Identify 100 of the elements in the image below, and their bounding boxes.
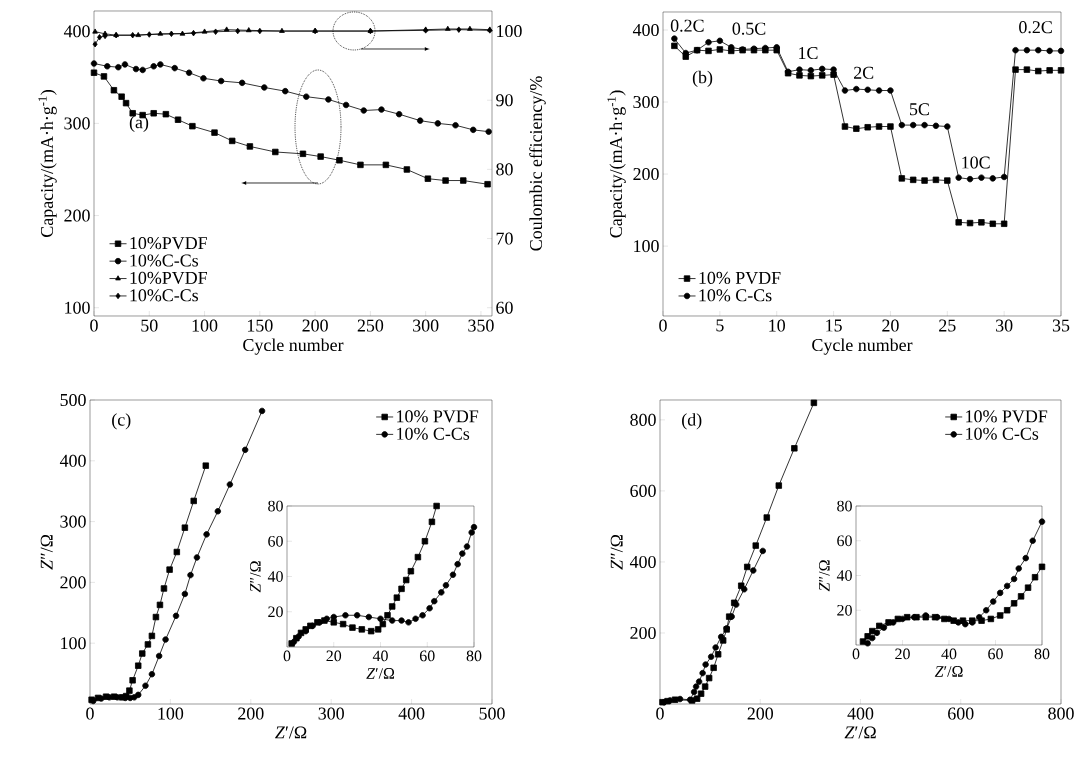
y-tick-label: 200	[64, 209, 90, 222]
y-tick-label: 100	[634, 240, 659, 253]
legend-label: 10% PVDF	[966, 410, 1048, 423]
y-tick-label: 100	[65, 301, 90, 314]
y-tick-label: 300	[60, 515, 86, 528]
legend-label: 10%PVDF	[130, 271, 207, 285]
x-axis-title: Z′/Ω	[366, 668, 395, 679]
x-tick-label: 40	[372, 650, 388, 662]
y2-axis-title: Coulombic efficiency/%	[529, 76, 546, 251]
y-tick-label: 400	[629, 555, 656, 568]
y-tick-label: 20	[268, 606, 283, 618]
x-tick-label: 50	[141, 319, 158, 332]
y-axis-title: Z″/Ω	[610, 534, 623, 570]
x-tick-label: 100	[158, 707, 184, 720]
y-tick-label: 200	[60, 576, 86, 589]
x-tick-label: 5	[716, 319, 724, 332]
x-tick-label: 35	[1052, 319, 1070, 332]
x-tick-label: 400	[398, 707, 425, 720]
x-tick-label: 20	[326, 650, 342, 662]
y-tick-label: 400	[63, 25, 90, 38]
y2-tick-label: 100	[497, 25, 522, 38]
y2-tick-label: 80	[496, 163, 513, 176]
y-tick-label: 200	[630, 626, 656, 640]
x-tick-label: 15	[826, 319, 842, 332]
x-tick-label: 300	[413, 319, 439, 332]
x-tick-label: 150	[247, 319, 273, 332]
annotation: 0.5C	[732, 22, 766, 35]
annotation: 0.2C	[670, 19, 704, 32]
x-tick-label: 200	[747, 707, 774, 720]
y-tick-label: 300	[633, 95, 659, 109]
y-tick-label: 200	[633, 168, 659, 181]
y-tick-label: 20	[837, 604, 852, 616]
y-tick-label: 400	[59, 454, 86, 467]
x-tick-label: 600	[948, 707, 974, 720]
legend-label: 10%C-Cs	[130, 254, 199, 267]
y2-tick-label: 60	[496, 301, 513, 314]
x-tick-label: 60	[988, 648, 1003, 660]
y-tick-label: 80	[268, 500, 283, 512]
x-tick-label: 200	[302, 319, 328, 332]
y-tick-label: 500	[60, 393, 86, 407]
annotation: 5C	[910, 103, 929, 116]
x-tick-label: 500	[479, 707, 505, 720]
y-tick-label: 60	[268, 535, 283, 547]
y-tick-label: 300	[64, 117, 90, 130]
annotation: 1C	[799, 47, 818, 60]
legend-label: 10%C-Cs	[130, 289, 199, 302]
x-tick-label: 800	[1048, 707, 1074, 720]
x-tick-label: 400	[847, 707, 874, 720]
x-axis-title: Z′/Ω	[275, 726, 307, 739]
x-tick-label: 80	[466, 650, 482, 662]
annotation: 0.2C	[1019, 21, 1052, 34]
y-axis-title: Capacity/(mA·h·g$^{-1}$)	[38, 90, 57, 237]
x-tick-label: 0	[656, 707, 664, 720]
x-tick-label: 20	[895, 648, 910, 660]
x-tick-label: 0	[283, 650, 291, 662]
x-tick-label: 0	[90, 319, 98, 332]
x-axis-title: Cycle number	[812, 338, 913, 355]
x-axis-title: Cycle number	[243, 338, 344, 355]
annotation: 2C	[854, 66, 874, 79]
legend-label: 10%PVDF	[130, 237, 207, 250]
x-axis-title: Z′/Ω	[934, 666, 963, 677]
x-tick-label: 80	[1034, 648, 1050, 660]
x-tick-label: 25	[939, 319, 956, 332]
y-axis-title: Z″/Ω	[40, 534, 53, 570]
x-tick-label: 40	[941, 648, 957, 660]
x-axis-title: Z′/Ω	[844, 726, 876, 739]
x-tick-label: 10	[769, 319, 785, 332]
legend-label: 10% C-Cs	[699, 289, 772, 302]
y2-tick-label: 70	[496, 232, 513, 245]
x-tick-label: 350	[468, 319, 494, 332]
annotation: (d)	[682, 413, 702, 430]
y-tick-label: 100	[61, 637, 86, 650]
legend-label: 10% PVDF	[699, 271, 781, 285]
y-tick-label: 400	[632, 23, 659, 37]
x-tick-label: 60	[419, 650, 435, 662]
x-tick-label: 250	[357, 319, 384, 332]
annotation: (c)	[112, 413, 131, 430]
legend-label: 10% PVDF	[397, 410, 479, 423]
y-axis-title: Z″/Ω	[819, 560, 830, 592]
x-tick-label: 0	[86, 707, 94, 720]
y-tick-label: 80	[837, 500, 852, 512]
y-tick-label: 40	[267, 571, 283, 582]
x-tick-label: 0	[659, 319, 667, 332]
y-tick-label: 40	[836, 570, 852, 581]
x-tick-label: 300	[318, 707, 344, 720]
y-tick-label: 600	[630, 484, 656, 497]
x-tick-label: 30	[996, 319, 1013, 332]
y2-tick-label: 90	[496, 94, 513, 107]
y-axis-title: Capacity/(mA·h·g$^{-1}$)	[607, 90, 626, 238]
y-tick-label: 800	[630, 413, 656, 426]
annotation: (a)	[129, 115, 149, 132]
y-axis-title: Z″/Ω	[250, 561, 261, 593]
x-tick-label: 20	[882, 319, 899, 332]
x-tick-label: 0	[852, 648, 860, 660]
y-tick-label: 60	[837, 535, 852, 547]
legend-label: 10% C-Cs	[397, 427, 470, 440]
annotation: (b)	[692, 70, 713, 87]
x-tick-label: 100	[192, 319, 218, 332]
x-tick-label: 200	[238, 707, 264, 720]
annotation: 10C	[962, 156, 990, 169]
